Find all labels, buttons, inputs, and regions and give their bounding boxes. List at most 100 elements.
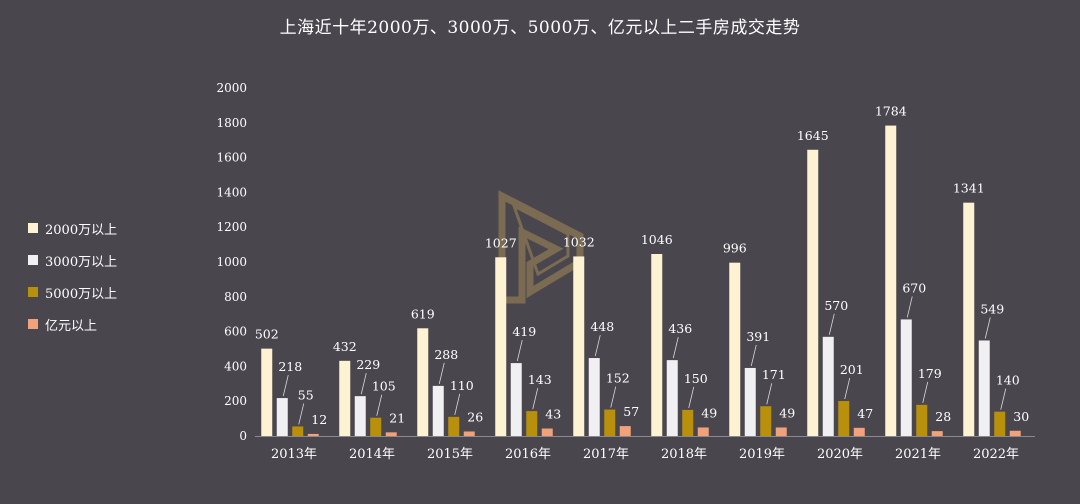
data-label: 28 bbox=[935, 409, 951, 424]
bar bbox=[931, 431, 943, 436]
bar bbox=[807, 149, 819, 436]
data-label: 391 bbox=[746, 329, 770, 344]
bar bbox=[760, 406, 772, 436]
y-tick-label: 200 bbox=[224, 394, 247, 408]
data-label: 55 bbox=[298, 387, 314, 402]
x-tick-label: 2019年 bbox=[739, 447, 785, 462]
legend-swatch bbox=[28, 319, 38, 329]
bar bbox=[963, 202, 975, 436]
legend-swatch bbox=[28, 287, 38, 297]
y-tick-label: 1600 bbox=[216, 151, 247, 165]
bar bbox=[666, 360, 678, 436]
data-label: 152 bbox=[606, 371, 630, 386]
data-label: 105 bbox=[372, 379, 396, 394]
data-label: 1046 bbox=[641, 232, 673, 247]
x-tick-label: 2016年 bbox=[505, 447, 551, 462]
bar bbox=[604, 409, 616, 436]
x-tick-label: 2015年 bbox=[427, 447, 473, 462]
bar bbox=[619, 426, 631, 436]
label-leader-line bbox=[532, 388, 539, 410]
label-leader-line bbox=[594, 334, 601, 357]
data-label: 12 bbox=[311, 412, 327, 427]
x-tick-label: 2021年 bbox=[895, 447, 941, 462]
data-label: 1032 bbox=[563, 234, 595, 249]
bar bbox=[900, 319, 912, 436]
y-tick-label: 0 bbox=[239, 429, 247, 443]
y-tick-label: 400 bbox=[224, 359, 247, 373]
legend-swatch bbox=[28, 223, 38, 233]
data-label: 229 bbox=[356, 357, 380, 372]
bar bbox=[978, 340, 990, 436]
data-label: 1645 bbox=[797, 128, 829, 143]
label-leader-line bbox=[438, 362, 445, 384]
watermark-logo bbox=[498, 190, 584, 304]
y-tick-label: 1000 bbox=[216, 255, 247, 269]
legend-label: 3000万以上 bbox=[45, 254, 118, 270]
data-label: 43 bbox=[545, 407, 561, 422]
bar bbox=[261, 348, 273, 436]
data-label: 570 bbox=[824, 298, 848, 313]
data-label: 996 bbox=[723, 241, 747, 256]
label-leader-line bbox=[282, 374, 289, 397]
data-label: 288 bbox=[434, 347, 458, 362]
bar bbox=[1009, 430, 1021, 436]
label-leader-line bbox=[844, 377, 851, 400]
data-label: 179 bbox=[918, 366, 942, 381]
data-label: 549 bbox=[980, 301, 1004, 316]
bar bbox=[775, 427, 787, 436]
label-leader-line bbox=[610, 386, 617, 408]
label-leader-line bbox=[454, 393, 461, 415]
label-leader-line bbox=[298, 403, 305, 425]
bar bbox=[354, 396, 366, 436]
label-leader-line bbox=[766, 383, 773, 405]
bar bbox=[573, 256, 585, 436]
legend-label: 亿元以上 bbox=[45, 318, 98, 334]
bar bbox=[853, 427, 865, 436]
y-tick-label: 2000 bbox=[216, 81, 247, 95]
y-tick-label: 600 bbox=[224, 325, 247, 339]
data-label: 419 bbox=[512, 324, 536, 339]
data-label: 502 bbox=[255, 327, 279, 342]
bar bbox=[526, 411, 538, 436]
label-leader-line bbox=[516, 340, 523, 362]
legend-item: 3000万以上 bbox=[28, 244, 117, 276]
chart-title: 上海近十年2000万、3000万、5000万、亿元以上二手房成交走势 bbox=[279, 18, 801, 38]
bar bbox=[697, 427, 709, 436]
data-label: 171 bbox=[762, 367, 786, 382]
legend-item: 5000万以上 bbox=[28, 276, 117, 308]
label-leader-line bbox=[1000, 388, 1007, 410]
bar bbox=[370, 417, 382, 436]
legend: 2000万以上 3000万以上 5000万以上 亿元以上 bbox=[28, 212, 117, 340]
data-label: 1341 bbox=[953, 181, 985, 196]
x-tick-label: 2022年 bbox=[973, 447, 1019, 462]
x-tick-label: 2013年 bbox=[271, 447, 317, 462]
x-tick-label: 2020年 bbox=[817, 447, 863, 462]
label-leader-line bbox=[360, 373, 367, 395]
bar bbox=[339, 360, 351, 436]
label-leader-line bbox=[906, 296, 913, 318]
bar bbox=[292, 426, 304, 436]
legend-swatch bbox=[28, 255, 38, 265]
x-tick-label: 2017年 bbox=[583, 447, 629, 462]
bar bbox=[838, 401, 850, 436]
label-leader-line bbox=[376, 394, 383, 416]
x-tick-label: 2018年 bbox=[661, 447, 707, 462]
label-leader-line bbox=[984, 317, 991, 339]
data-label: 57 bbox=[623, 404, 639, 419]
data-label: 30 bbox=[1013, 409, 1029, 424]
data-label: 1784 bbox=[875, 104, 907, 119]
bar bbox=[651, 253, 663, 436]
data-label: 49 bbox=[701, 405, 717, 420]
legend-label: 5000万以上 bbox=[45, 286, 118, 302]
data-label: 150 bbox=[684, 371, 708, 386]
bar bbox=[385, 432, 397, 436]
bar bbox=[885, 125, 897, 437]
data-label: 26 bbox=[467, 409, 483, 424]
data-label: 21 bbox=[389, 410, 405, 425]
bar bbox=[541, 428, 553, 436]
bar bbox=[276, 398, 288, 436]
data-label: 670 bbox=[902, 280, 926, 295]
label-leader-line bbox=[750, 344, 757, 367]
